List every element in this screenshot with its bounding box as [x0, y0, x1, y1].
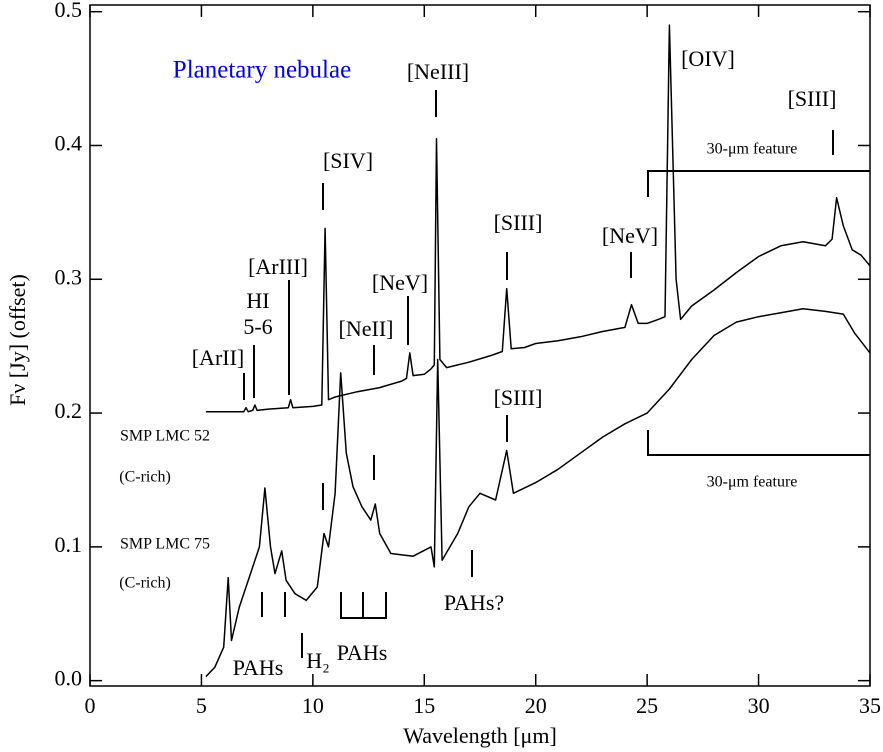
markers [243, 90, 870, 658]
x-tick-label: 30 [748, 693, 770, 718]
annotation: 30-μm feature [707, 474, 798, 491]
series-label: SMP LMC 52 [120, 428, 210, 445]
x-tick-label: 35 [859, 693, 881, 718]
annotation: [SIII] [494, 385, 543, 410]
annotation: [OIV] [681, 46, 735, 71]
annotation: H₂ [306, 648, 330, 673]
spectrum-line [205, 307, 871, 678]
annotation: [ArIII] [248, 254, 308, 279]
y-tick-label: 0.1 [55, 532, 83, 557]
annotation: PAHs? [444, 590, 504, 615]
annotation: [NeIII] [407, 59, 469, 84]
y-axis-label: Fν [Jy] (offset) [5, 274, 30, 406]
y-tick-label: 0.2 [55, 398, 83, 423]
annotation: PAHs [337, 640, 388, 665]
annotation: Planetary nebulae [173, 57, 351, 84]
x-tick-label: 10 [302, 693, 324, 718]
annotation: PAHs [233, 655, 284, 680]
y-tick-label: 0.0 [55, 666, 83, 691]
plot-frame [89, 4, 871, 687]
y-tick-label: 0.5 [55, 0, 83, 22]
annotation: [SIV] [323, 148, 373, 173]
annotation: (C-rich) [119, 469, 171, 486]
annotation: HI [246, 288, 269, 313]
x-tick-label: 0 [85, 693, 96, 718]
annotation: 30-μm feature [707, 141, 798, 158]
x-axis-label: Wavelength [μm] [403, 723, 557, 748]
annotation: [NeV] [602, 223, 658, 248]
annotation: [NeV] [372, 270, 428, 295]
x-tick-label: 5 [196, 693, 207, 718]
y-tick-label: 0.3 [55, 264, 83, 289]
annotation: [SIII] [788, 86, 837, 111]
annotation: [ArII] [192, 345, 245, 370]
annotation: [NeII] [339, 316, 394, 341]
series-label: SMP LMC 75 [120, 536, 210, 553]
annotation: (C-rich) [119, 575, 171, 592]
annotation: [SIII] [494, 210, 543, 235]
x-tick-label: 20 [525, 693, 547, 718]
x-tick-label: 15 [413, 693, 435, 718]
y-tick-label: 0.4 [55, 131, 83, 156]
x-tick-label: 25 [636, 693, 658, 718]
annotation: 5-6 [243, 314, 272, 339]
spectrum-line [205, 24, 871, 413]
